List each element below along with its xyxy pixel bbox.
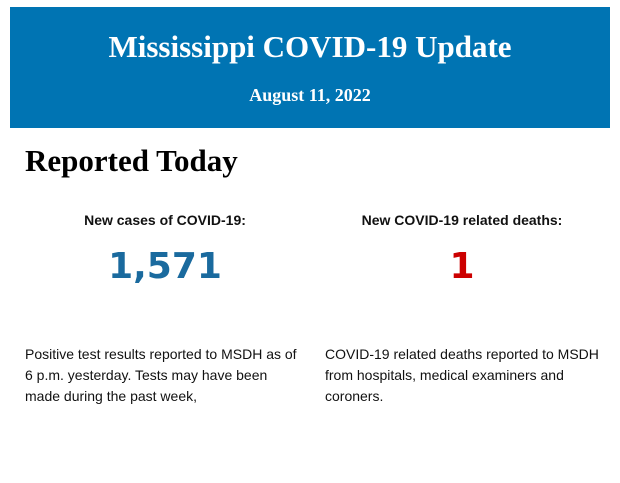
deaths-value: 1	[449, 246, 475, 287]
cases-label: New cases of COVID-19:	[84, 212, 246, 228]
deaths-stat: New COVID-19 related deaths: 1	[322, 212, 602, 287]
cases-value: 1,571	[108, 246, 222, 287]
header-banner: Mississippi COVID-19 Update August 11, 2…	[10, 7, 610, 128]
deaths-label: New COVID-19 related deaths:	[361, 212, 563, 228]
section-heading: Reported Today	[25, 143, 238, 178]
page-title: Mississippi COVID-19 Update	[108, 29, 512, 64]
cases-stat: New cases of COVID-19: 1,571	[25, 212, 305, 287]
report-date: August 11, 2022	[249, 85, 371, 105]
deaths-description: COVID-19 related deaths reported to MSDH…	[325, 346, 599, 404]
cases-description: Positive test results reported to MSDH a…	[25, 346, 297, 404]
